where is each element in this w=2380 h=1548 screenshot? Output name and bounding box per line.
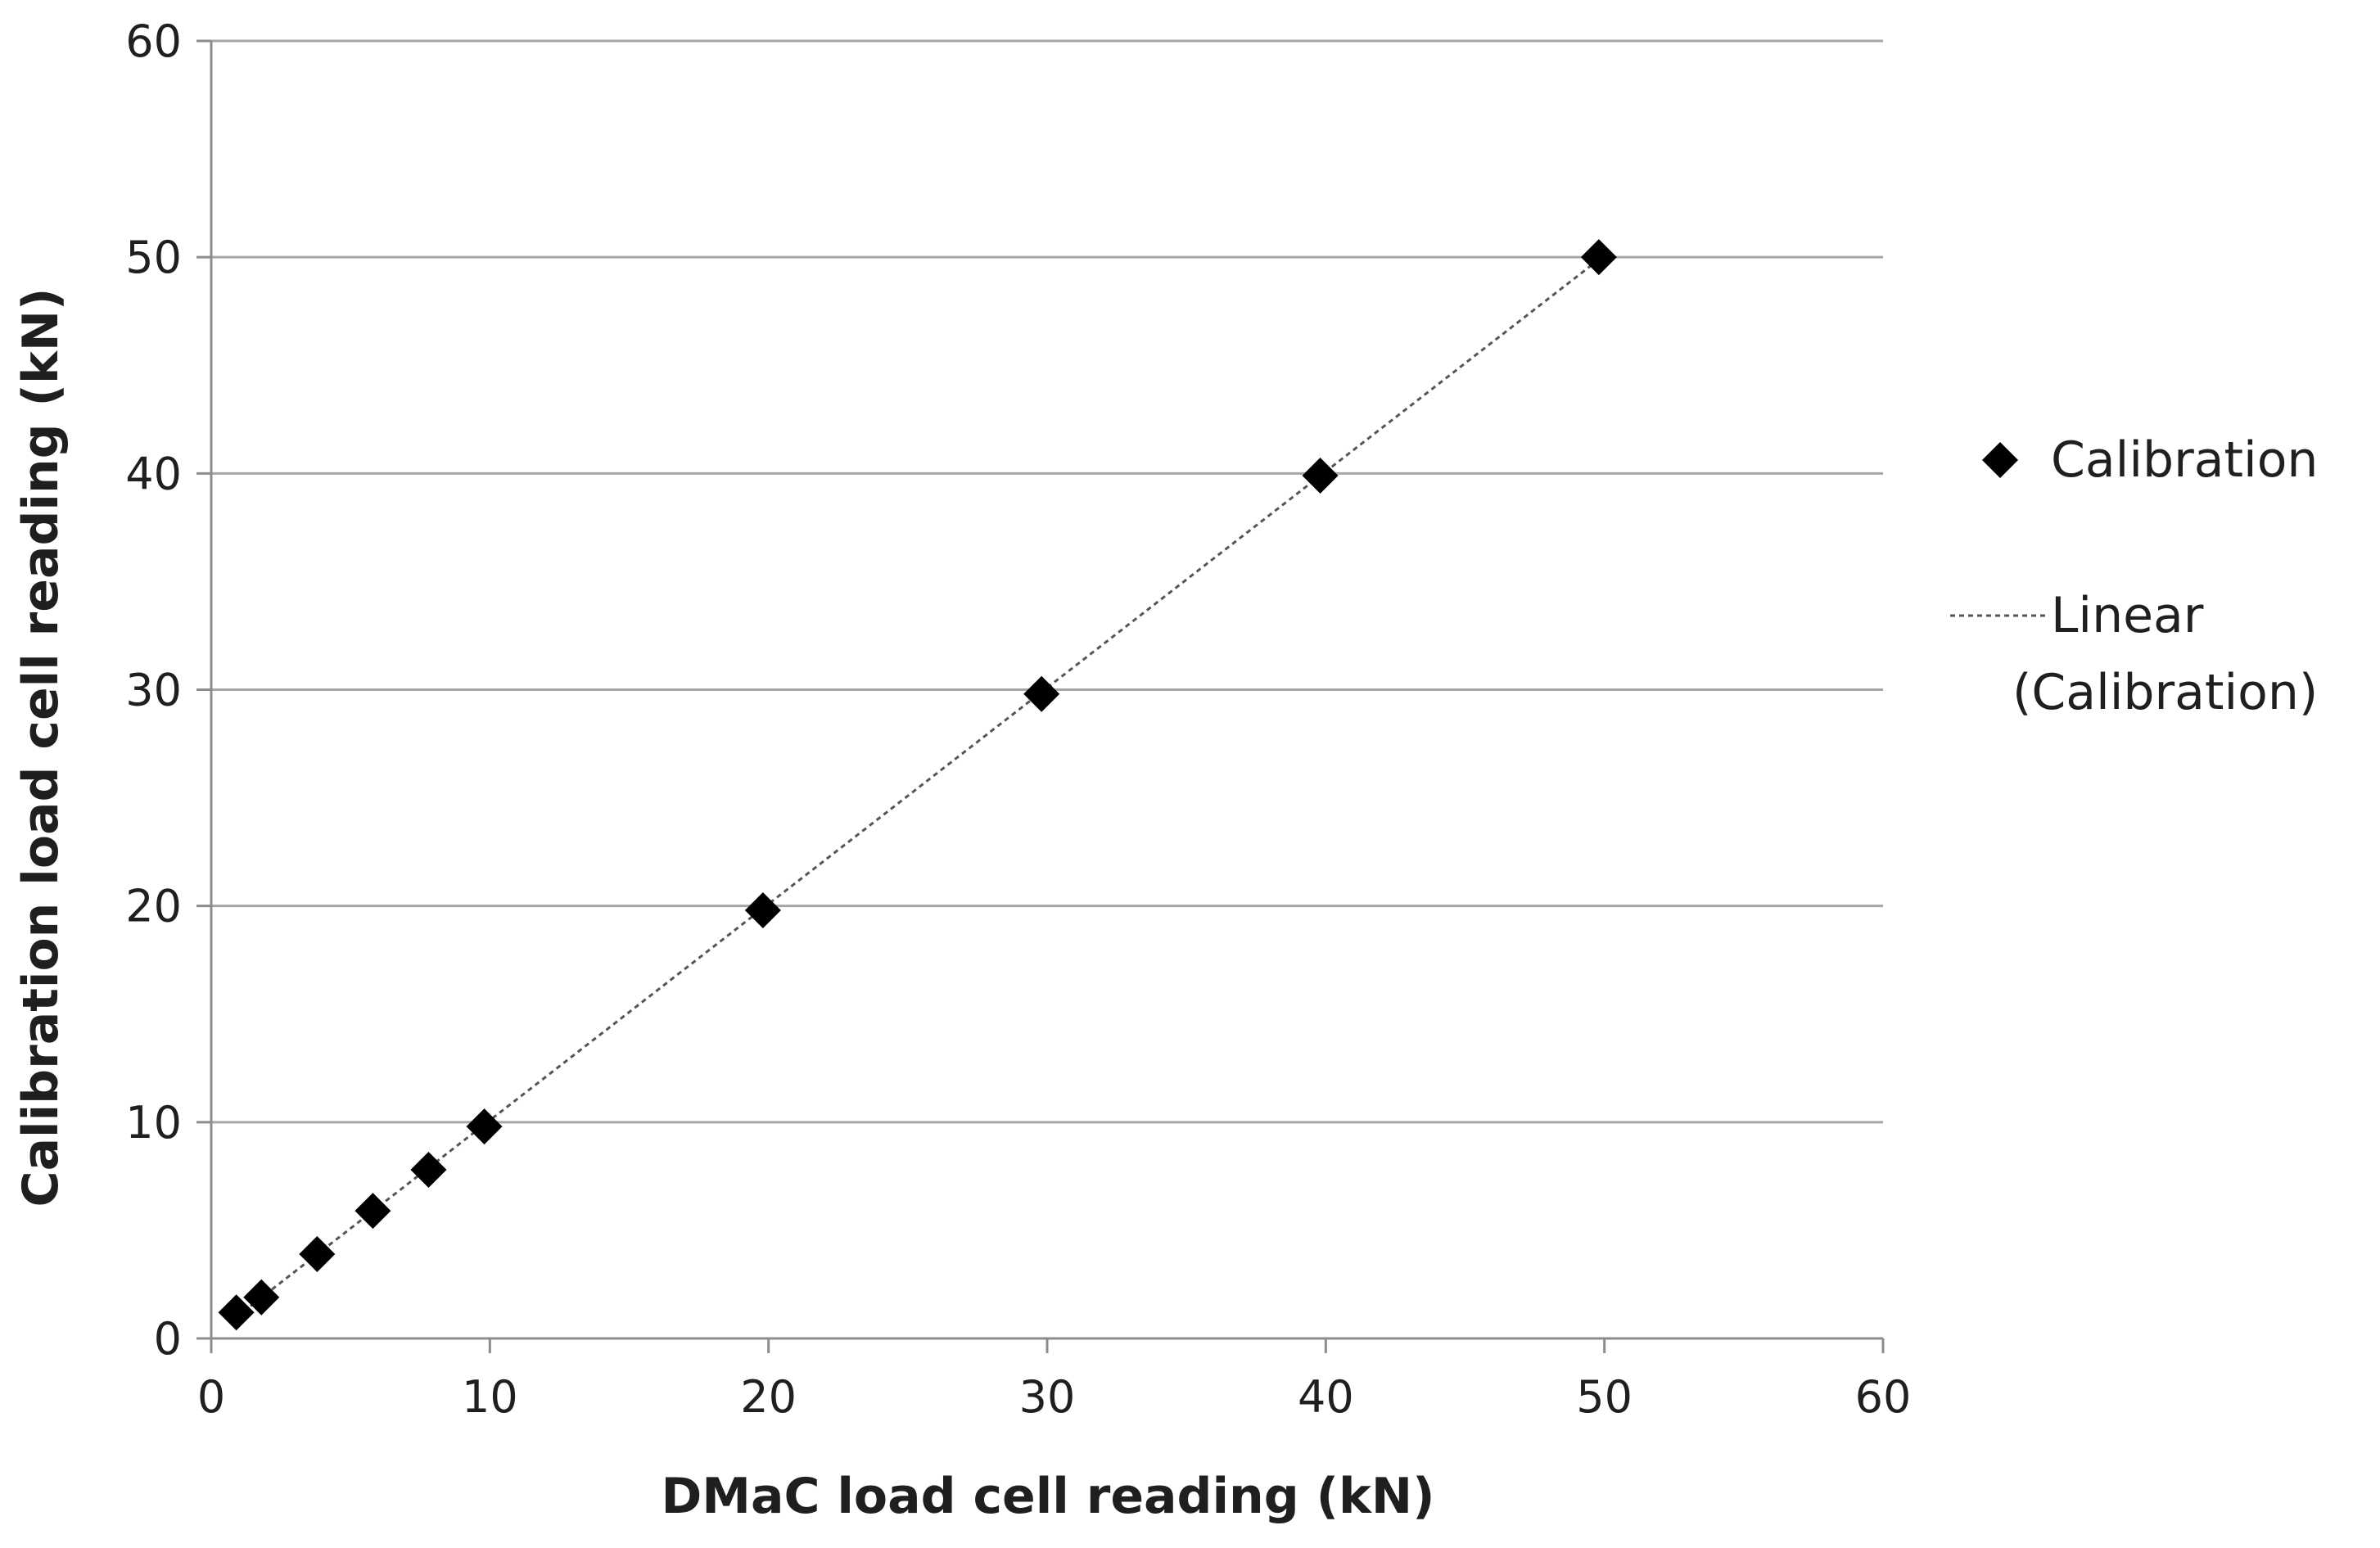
trendline-linear-calibration [235, 258, 1600, 1319]
data-point-9 [1580, 239, 1617, 276]
trendline-layer [235, 258, 1600, 1319]
y-tick-label-40: 40 [125, 448, 182, 499]
x-tick-label-50: 50 [1576, 1371, 1633, 1423]
data-point-5 [466, 1108, 503, 1145]
data-point-6 [744, 891, 781, 928]
legend-diamond-marker [1982, 442, 2018, 478]
x-tick-label-10: 10 [462, 1371, 518, 1423]
legend-label-calibration: Calibration [2051, 431, 2318, 489]
y-tick-label-60: 60 [125, 16, 182, 67]
y-tick-label-30: 30 [125, 665, 182, 716]
data-point-3 [355, 1193, 391, 1230]
legend-label-linear-line2: (Calibration) [2012, 664, 2318, 721]
data-points [218, 239, 1617, 1331]
y-tick-label-0: 0 [154, 1313, 182, 1365]
x-tick-label-0: 0 [197, 1371, 225, 1423]
x-axis-title: DMaC load cell reading (kN) [661, 1468, 1434, 1525]
data-point-4 [410, 1151, 447, 1188]
x-tick-label-20: 20 [740, 1371, 797, 1423]
y-tick-label-10: 10 [125, 1097, 182, 1149]
axes: 0 10 20 30 40 50 60 0 10 20 30 40 50 60 [125, 16, 1911, 1423]
legend: Calibration Linear (Calibration) [1950, 431, 2318, 721]
data-point-2 [299, 1235, 336, 1272]
data-point-1 [243, 1279, 280, 1316]
data-point-0 [218, 1294, 255, 1331]
y-tick-label-50: 50 [125, 232, 182, 283]
x-tick-label-60: 60 [1855, 1371, 1912, 1423]
data-point-8 [1302, 457, 1339, 494]
y-tick-label-20: 20 [125, 881, 182, 932]
x-tick-label-30: 30 [1019, 1371, 1076, 1423]
legend-label-linear-line1: Linear [2051, 587, 2204, 644]
x-tick-label-40: 40 [1298, 1371, 1354, 1423]
y-axis-title: Calibration load cell reading (kN) [12, 288, 70, 1207]
gridlines [211, 39, 1883, 1124]
data-point-7 [1023, 675, 1060, 712]
